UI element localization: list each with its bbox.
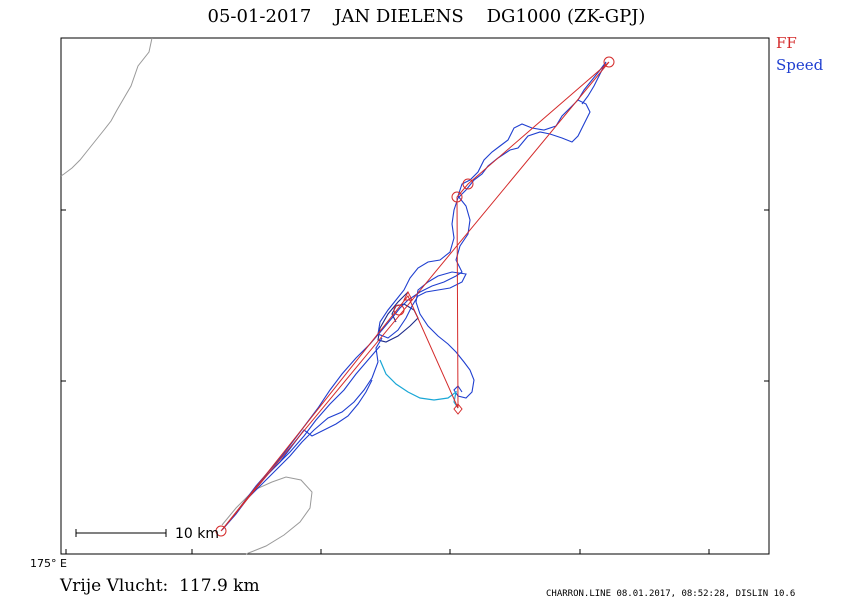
distance-readout: Vrije Vlucht: 117.9 km [60, 576, 260, 596]
turnpoint-north [603, 56, 615, 68]
ff-task-lines [220, 61, 610, 532]
coastline-north [60, 37, 153, 177]
flight-track-main-6 [251, 379, 373, 493]
turnpoint-mid-2 [462, 178, 474, 190]
coastline-south [221, 476, 313, 555]
longitude-label: 175° E [30, 557, 67, 570]
turnpoint-triangle [403, 290, 413, 301]
scale-bar [75, 529, 167, 537]
flight-track-main-3 [221, 337, 383, 531]
turnpoint-markers [215, 56, 615, 537]
footer-credit: CHARRON.LINE 08.01.2017, 08:52:28, DISLI… [546, 589, 796, 599]
axis-ticks [61, 209, 769, 554]
flight-track-light [379, 359, 459, 409]
distance-value: 117.9 km [179, 576, 260, 596]
turnpoint-mid-1 [451, 191, 463, 203]
scale-bar-label: 10 km [175, 526, 219, 542]
flight-track-main [221, 99, 591, 531]
legend-speed: Speed [776, 56, 824, 74]
map-frame [60, 37, 770, 555]
flight-track-main-2 [377, 197, 475, 399]
flight-track-main-5 [577, 61, 607, 105]
legend-ff: FF [776, 34, 797, 52]
distance-label: Vrije Vlucht: [60, 576, 169, 596]
turnpoint-mid-3 [393, 304, 405, 316]
map-title: 05-01-2017 JAN DIELENS DG1000 (ZK-GPJ) [207, 6, 646, 27]
turnpoint-finish-diamond [453, 403, 463, 415]
turnpoint-start [215, 525, 227, 537]
